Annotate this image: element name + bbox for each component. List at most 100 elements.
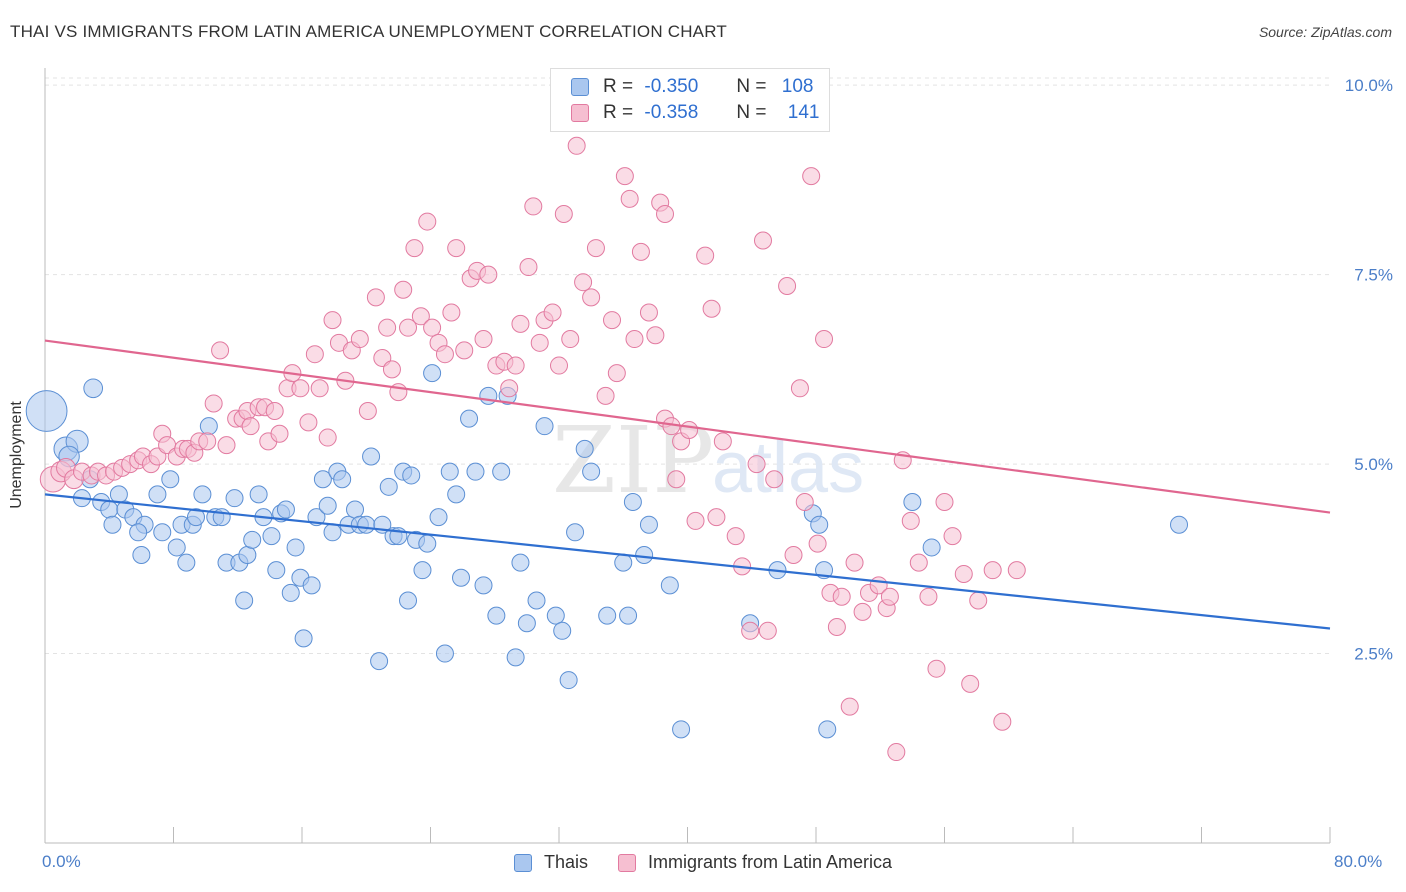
latin-america-point xyxy=(382,360,401,379)
latin-america-point xyxy=(680,420,699,439)
thais-point xyxy=(672,720,691,739)
trend-lines xyxy=(44,339,1331,630)
thais-point xyxy=(153,523,172,542)
thais-point xyxy=(566,523,585,542)
latin-america-point xyxy=(815,330,834,349)
latin-america-point xyxy=(582,288,601,307)
thais-point xyxy=(362,447,381,466)
latin-america-point xyxy=(784,546,803,565)
thais-point xyxy=(25,390,68,432)
latin-america-point xyxy=(265,402,284,421)
latin-america-point xyxy=(524,197,543,216)
latin-america-point xyxy=(667,470,686,489)
latin-america-point xyxy=(550,356,568,375)
latin-america-point xyxy=(927,659,946,678)
thais-point xyxy=(460,409,479,428)
thais-point xyxy=(243,530,262,549)
thais-point xyxy=(487,606,506,625)
thais-point xyxy=(413,561,432,580)
latin-america-point xyxy=(631,242,650,261)
thais-point xyxy=(313,470,332,489)
legend-r-value: -0.358 xyxy=(644,102,699,123)
thais-point xyxy=(177,553,196,572)
latin-america-point xyxy=(758,621,777,640)
latin-america-point xyxy=(241,417,260,436)
thais-point xyxy=(440,462,459,481)
thais-point xyxy=(402,466,421,485)
thais-point xyxy=(323,523,342,542)
latin-america-point xyxy=(299,413,318,432)
legend-r-value: -0.350 xyxy=(644,76,699,97)
thais-point xyxy=(639,515,658,534)
latin-america-point xyxy=(845,553,864,572)
legend-n-label: N = xyxy=(736,102,767,123)
legend-n-label: N = xyxy=(736,76,767,97)
latin-america-point xyxy=(983,561,1002,580)
thais-point xyxy=(818,720,837,739)
watermark-atlas: atlas xyxy=(712,428,864,508)
thais-point xyxy=(370,652,389,671)
thais-point xyxy=(103,515,122,534)
thais-point xyxy=(435,644,454,663)
thais-point xyxy=(199,417,218,436)
latin-america-point xyxy=(561,330,580,349)
y-tick-label-0: 2.5% xyxy=(1354,645,1393,664)
latin-america-point xyxy=(554,204,573,223)
latin-america-point xyxy=(607,364,626,383)
thais-point xyxy=(83,378,104,399)
latin-america-point xyxy=(765,470,784,489)
latin-america-point xyxy=(639,303,658,322)
latin-america-point xyxy=(753,231,772,250)
thais-point xyxy=(225,489,244,508)
thais-point xyxy=(1170,515,1189,534)
latin-america-point xyxy=(646,326,665,345)
latin-america-trend-line xyxy=(44,339,1331,514)
legend-swatch-pink xyxy=(571,104,589,122)
latin-america-point xyxy=(596,386,615,405)
latin-america-point xyxy=(366,288,385,307)
latin-america-point xyxy=(500,379,519,398)
latin-america-point xyxy=(411,307,430,326)
thais-point xyxy=(262,527,281,546)
latin-america-point xyxy=(887,743,906,762)
latin-america-point xyxy=(519,258,538,277)
x-tick-label-max: 80.0% xyxy=(1334,852,1383,871)
latin-america-point xyxy=(713,432,732,451)
latin-america-point xyxy=(318,428,337,447)
thais-point xyxy=(109,485,128,504)
thais-point xyxy=(129,523,148,542)
legend-swatch-blue xyxy=(513,853,532,872)
thais-point xyxy=(193,485,212,504)
latin-america-point xyxy=(747,455,766,474)
chart-title: THAI VS IMMIGRANTS FROM LATIN AMERICA UN… xyxy=(10,22,727,41)
legend-row-latin-america: R = -0.358 N = 141 xyxy=(571,101,819,125)
thais-point xyxy=(511,553,530,572)
correlation-legend: R = -0.350 N = 108 R = -0.358 N = 141 xyxy=(550,68,830,132)
latin-america-point xyxy=(880,587,899,606)
latin-america-point xyxy=(530,333,549,352)
legend-item-thais[interactable]: Thais xyxy=(513,852,588,873)
latin-america-point xyxy=(198,432,217,451)
legend-item-latin-america[interactable]: Immigrants from Latin America xyxy=(617,852,892,873)
thais-point xyxy=(333,470,352,489)
thais-point xyxy=(429,508,448,527)
latin-america-point xyxy=(741,621,760,640)
latin-america-point xyxy=(840,697,859,716)
latin-america-point xyxy=(423,318,442,337)
latin-america-point xyxy=(943,527,962,546)
thais-point xyxy=(466,462,485,481)
latin-america-point xyxy=(656,204,675,223)
legend-swatch-pink xyxy=(617,853,636,872)
latin-america-point xyxy=(901,511,920,530)
latin-america-point xyxy=(1007,561,1026,580)
latin-america-point xyxy=(418,212,437,231)
latin-america-point xyxy=(707,508,726,527)
latin-america-point xyxy=(270,424,289,443)
thais-point xyxy=(660,576,679,595)
thais-point xyxy=(357,515,376,534)
thais-point xyxy=(346,500,365,519)
y-tick-label-2: 7.5% xyxy=(1354,266,1393,285)
latin-america-point xyxy=(399,318,418,337)
latin-america-point xyxy=(378,318,397,337)
